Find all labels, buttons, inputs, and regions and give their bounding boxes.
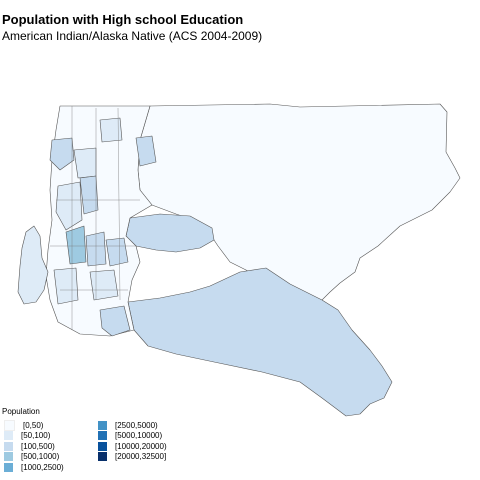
legend-label: [50,100) [21,431,51,441]
legend-swatch [4,419,15,431]
legend-item: [50,100) [4,431,64,442]
legend-item: [10000,20000) [98,441,167,452]
legend-swatch [98,420,107,430]
legend-label: [1000,2500) [21,462,64,472]
legend-swatch [4,441,13,451]
legend-swatch [4,462,13,472]
legend-label: [20000,32500] [115,452,167,462]
region-northeast[interactable] [137,103,461,303]
legend-item: [20000,32500] [98,452,167,463]
region-north-b[interactable] [135,135,157,167]
region-west-e[interactable] [65,225,87,265]
legend-column-1: [0,50) [50,100) [100,500) [500,1000) [10… [4,419,64,473]
region-north-c[interactable] [99,117,123,143]
legend-label: [0,50) [23,420,44,430]
map-subtitle: American Indian/Alaska Native (ACS 2004-… [2,29,263,43]
legend-swatch [98,441,107,451]
region-west-b[interactable] [73,147,97,179]
legend-label: [2500,5000) [115,420,158,430]
region-west-a[interactable] [49,137,75,171]
region-island[interactable] [17,225,49,305]
legend-label: [100,500) [21,441,55,451]
region-southeast[interactable] [127,267,393,417]
legend-swatch [98,431,107,441]
legend-item: [2500,5000) [98,420,167,431]
legend-item: [100,500) [4,441,64,452]
legend-item: [5000,10000) [98,431,167,442]
legend-item: [0,50) [4,419,64,431]
legend-column-2: [2500,5000) [5000,10000) [10000,20000) [… [98,420,167,462]
map-title: Population with High school Education [2,12,244,27]
region-west-c[interactable] [79,175,99,215]
legend-label: [5000,10000) [115,431,163,441]
region-west-d[interactable] [55,181,83,231]
legend-item: [500,1000) [4,452,64,463]
legend-swatch [4,452,13,462]
region-west-j[interactable] [99,305,131,337]
region-west-i[interactable] [89,269,119,301]
legend-item: [1000,2500) [4,462,64,473]
region-west-h[interactable] [53,267,79,305]
legend-label: [10000,20000) [115,441,167,451]
legend-swatch [98,452,107,462]
legend-label: [500,1000) [21,452,60,462]
legend-title: Population [2,407,40,416]
legend-swatch [4,431,13,441]
region-west-g[interactable] [105,237,129,267]
